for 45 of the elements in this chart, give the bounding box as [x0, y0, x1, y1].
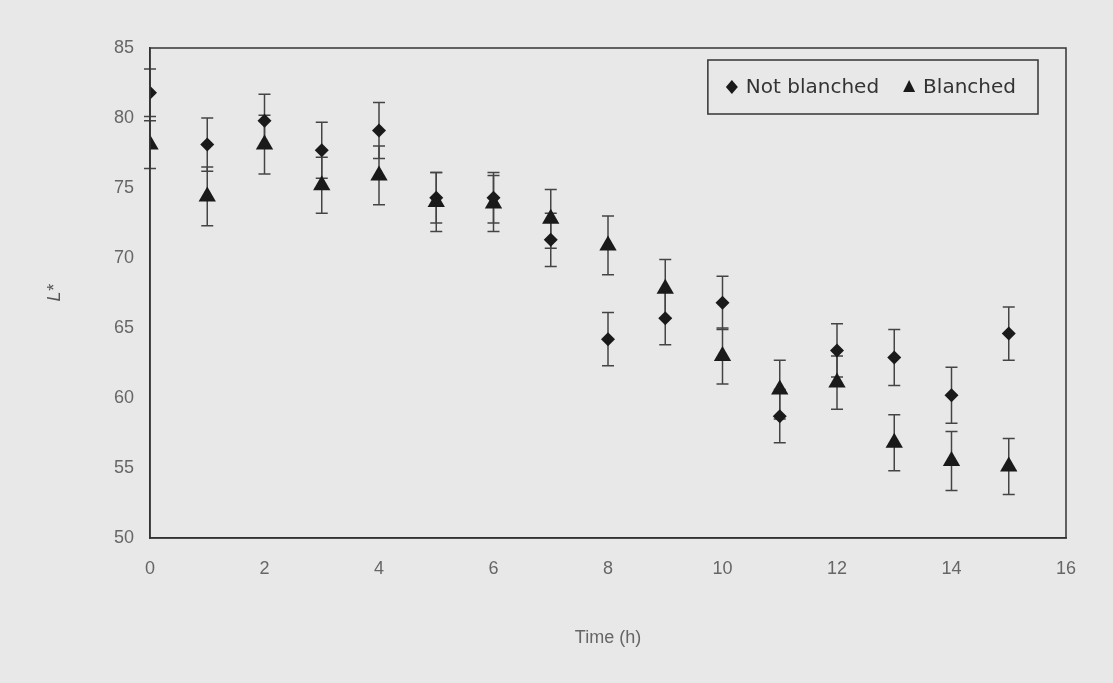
y-axis-title: L*: [43, 283, 64, 302]
x-tick-label: 16: [1055, 557, 1077, 578]
x-axis-title: Time (h): [574, 627, 642, 648]
point: [543, 232, 558, 247]
x-tick-label: 10: [712, 557, 733, 578]
point: [313, 175, 331, 191]
point: [1001, 326, 1016, 341]
y-tick-label: 85: [113, 36, 134, 57]
point: [599, 235, 617, 251]
point: [771, 379, 789, 395]
x-tick-label: 14: [941, 557, 962, 578]
y-tick-label: 55: [113, 456, 134, 477]
point: [314, 143, 329, 158]
y-tick-label: 70: [113, 246, 134, 267]
point: [885, 432, 903, 448]
point: [1000, 456, 1018, 472]
y-tick-label: 50: [113, 526, 134, 547]
point: [372, 123, 386, 138]
point: [887, 350, 902, 365]
point: [198, 186, 216, 202]
y-tick-label: 65: [113, 316, 134, 337]
point: [370, 165, 388, 181]
x-tick-label: 12: [826, 557, 848, 578]
point: [542, 208, 560, 224]
point: [200, 137, 215, 152]
point: [601, 332, 615, 347]
point: [257, 113, 272, 128]
y-tick-label: 80: [113, 106, 134, 127]
x-tick-label: 4: [373, 557, 385, 578]
y-tick-label: 60: [113, 386, 134, 407]
point: [828, 372, 846, 388]
point: [715, 295, 730, 310]
point: [713, 346, 732, 361]
x-tick-label: 8: [602, 557, 614, 578]
point: [942, 451, 961, 466]
point: [658, 311, 673, 326]
x-tick-label: 0: [144, 557, 156, 578]
x-tick-label: 2: [259, 557, 270, 578]
point: [656, 278, 674, 294]
legend-label: Not blanched: [745, 74, 880, 99]
x-tick-label: 6: [488, 557, 499, 578]
legend-label: Blanched: [923, 74, 1017, 99]
point: [255, 134, 274, 150]
y-tick-label: 75: [113, 176, 134, 197]
point: [830, 343, 844, 358]
